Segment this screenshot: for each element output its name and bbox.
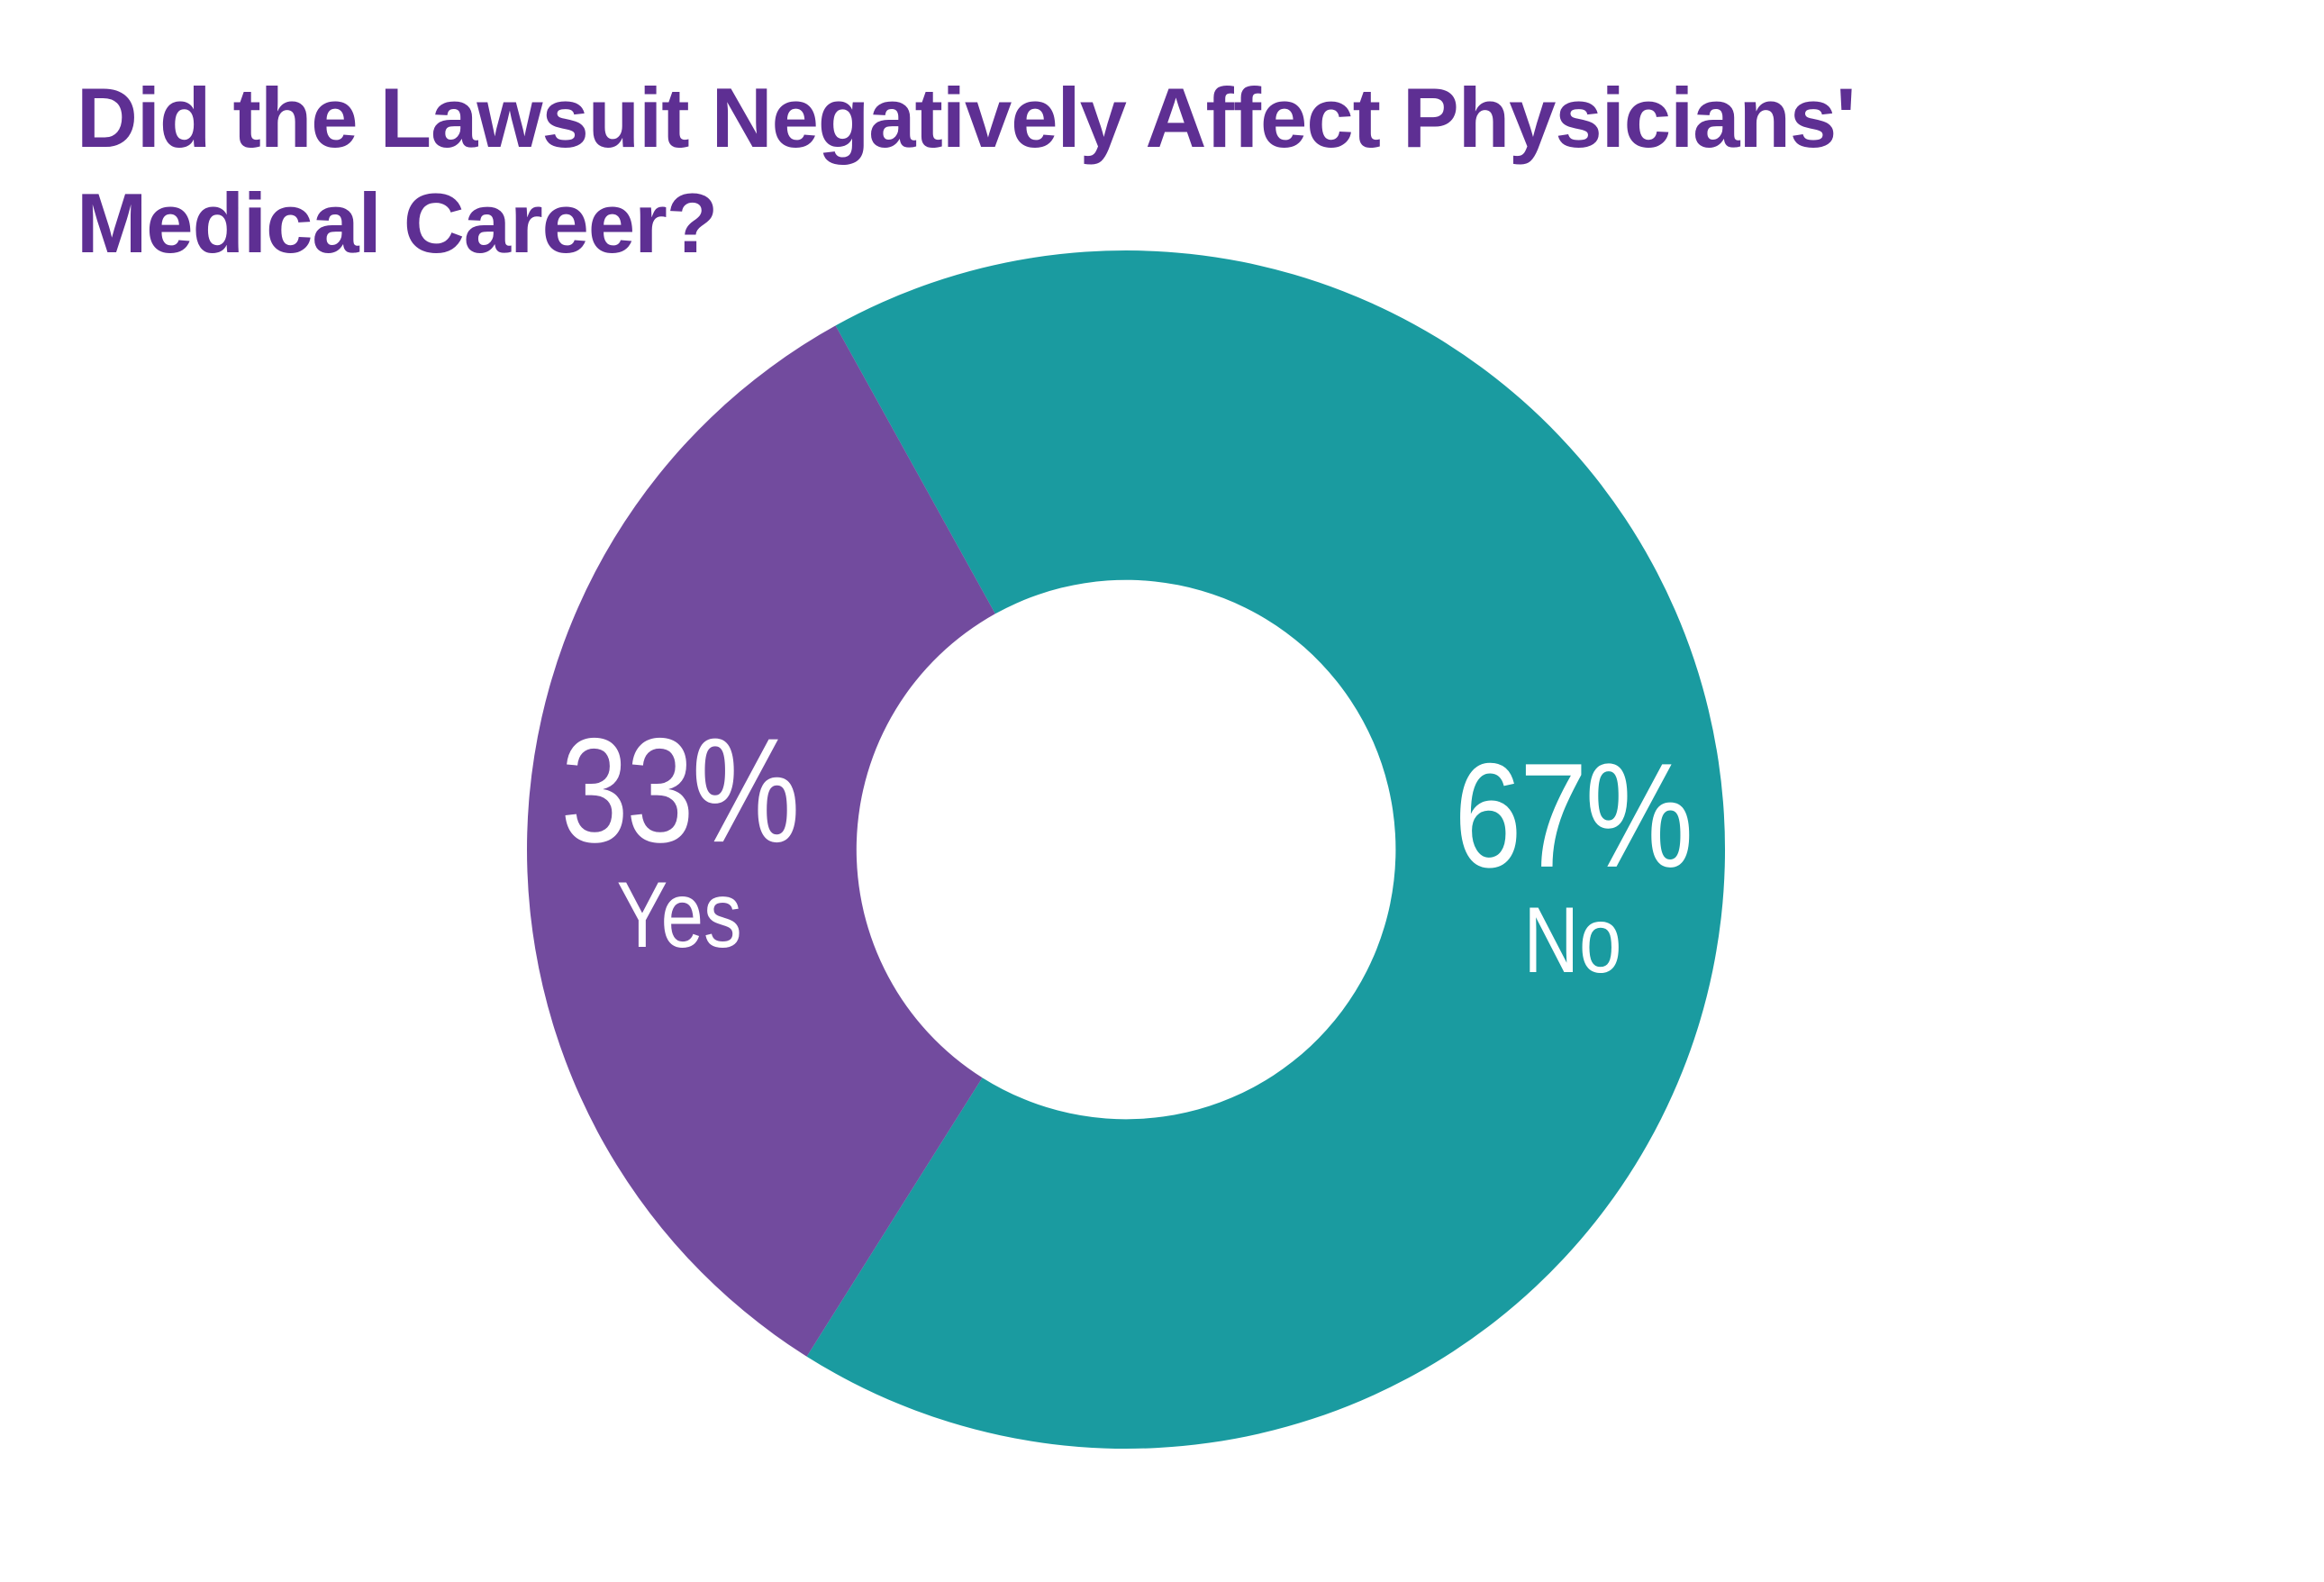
chart-title-line-1: Did the Lawsuit Negatively Affect Physic… (77, 70, 1856, 165)
slice-label-group-no: 67%No (1454, 732, 1693, 993)
slice-percentage-yes: 33% (560, 706, 797, 873)
chart-title: Did the Lawsuit Negatively Affect Physic… (77, 65, 1856, 276)
slice-percentage-no: 67% (1454, 732, 1691, 898)
slice-label-no: No (1523, 888, 1621, 993)
donut-slice-yes (527, 325, 995, 1357)
chart-title-line-2: Medical Career? (77, 176, 718, 270)
slice-label-group-yes: 33%Yes (560, 706, 800, 968)
donut-slice-no (806, 250, 1726, 1450)
slice-label-yes: Yes (617, 863, 742, 968)
